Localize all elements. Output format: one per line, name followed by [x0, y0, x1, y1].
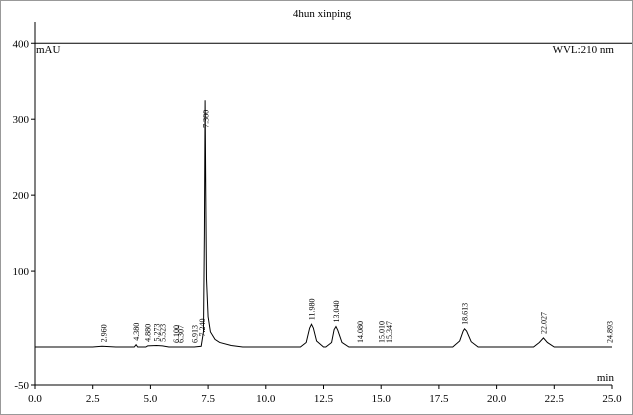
signal-line: [35, 100, 612, 348]
peak-label: 4.880: [144, 324, 153, 342]
x-axis-label: min: [597, 372, 615, 384]
peak-label: 14.080: [356, 321, 365, 343]
x-tick-label: 7.5: [201, 393, 215, 405]
peak-label: 13.040: [332, 301, 341, 323]
x-tick-label: 20.0: [487, 393, 507, 405]
annotation: WVL:210 nm: [553, 44, 615, 56]
peak-label: 6.100: [172, 325, 181, 343]
x-tick-label: 12.5: [314, 393, 334, 405]
peak-label: 4.380: [132, 323, 141, 341]
y-tick-label: -50: [14, 380, 29, 392]
x-tick-label: 22.5: [545, 393, 565, 405]
peak-label: 5.273: [153, 324, 162, 342]
x-tick-label: 25.0: [602, 393, 622, 405]
chart-title: 4hun xinping: [293, 8, 352, 20]
y-tick-label: 200: [13, 190, 30, 202]
peak-label: 15.347: [385, 321, 394, 343]
x-tick-label: 2.5: [86, 393, 100, 405]
x-tick-label: 15.0: [372, 393, 392, 405]
peak-label: 11.980: [307, 299, 316, 321]
peak-label: 5.523: [158, 324, 167, 342]
y-axis-label: mAU: [36, 44, 61, 56]
peak-label: 7.380: [201, 110, 210, 128]
y-tick-label: 300: [13, 114, 30, 126]
peak-label: 7.240: [198, 318, 207, 336]
peak-label: 6.307: [177, 325, 186, 343]
peak-label: 24.893: [606, 321, 615, 343]
x-tick-label: 0.0: [28, 393, 42, 405]
y-tick-label: 100: [13, 266, 30, 278]
x-tick-label: 17.5: [429, 393, 449, 405]
x-tick-label: 10.0: [256, 393, 276, 405]
x-tick-label: 5.0: [144, 393, 158, 405]
peak-label: 18.613: [461, 303, 470, 325]
y-tick-label: 400: [13, 38, 30, 50]
peak-label: 2.960: [99, 324, 108, 342]
peak-label: 22.027: [539, 312, 548, 334]
peak-label: 15.010: [377, 321, 386, 343]
peak-label: 6.913: [191, 325, 200, 343]
